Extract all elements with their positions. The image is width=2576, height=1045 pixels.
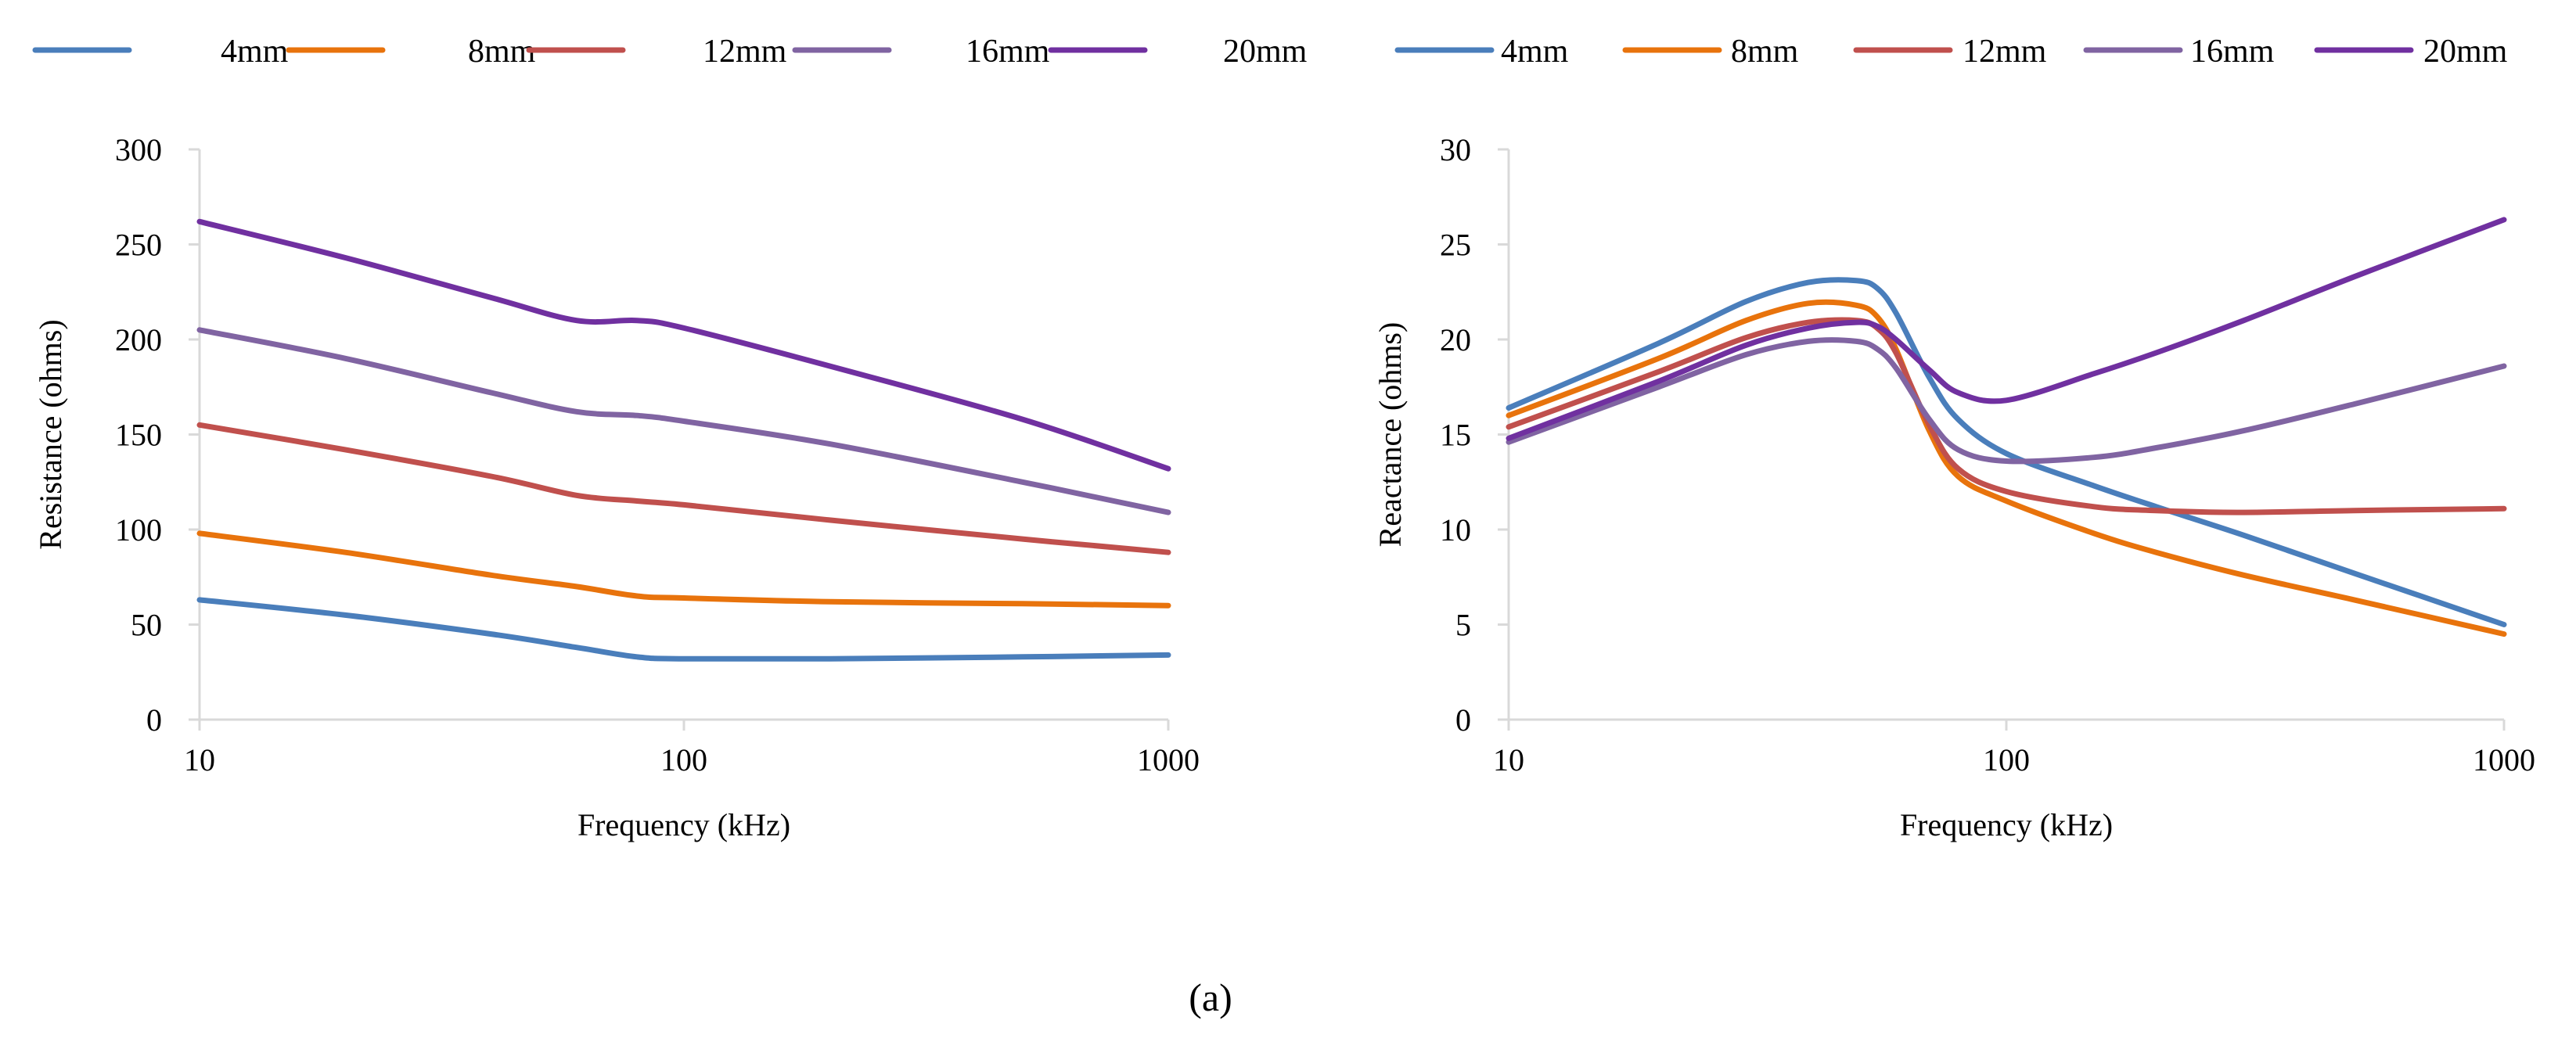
y-tick-label: 10: [1440, 512, 1471, 548]
series-line-12mm: [196, 422, 1171, 555]
y-tick-label: 25: [1440, 228, 1471, 263]
y-axis-title: Reactance (ohms): [1373, 322, 1408, 548]
legend-label-8mm: 8mm: [1731, 34, 1799, 70]
y-tick-label: 100: [115, 512, 162, 548]
series-line-20mm: [1506, 217, 2507, 441]
x-axis-title: Frequency (kHz): [577, 807, 790, 842]
resistance-chart: 0 50 100 150 200 250 300 10 100 1000 Frequency (kH…: [32, 34, 1308, 842]
legend-label-16mm: 16mm: [2190, 34, 2275, 70]
y-tick-label: 0: [1455, 702, 1471, 738]
legend-label-4mm: 4mm: [221, 34, 289, 70]
x-tick-label: 10: [1493, 742, 1524, 777]
y-tick-label: 20: [1440, 322, 1471, 357]
x-tick-label: 1000: [1137, 742, 1200, 777]
x-axis-title: Frequency (kHz): [1900, 807, 2113, 842]
y-tick-label: 200: [115, 322, 162, 357]
y-tick-label: 5: [1455, 608, 1471, 643]
legend-label-20mm: 20mm: [1223, 34, 1308, 70]
legend-label-20mm: 20mm: [2423, 34, 2508, 70]
y-tick-label: 15: [1440, 418, 1471, 453]
legend-label-12mm: 12mm: [1963, 34, 2047, 70]
y-tick-label: 250: [115, 228, 162, 263]
legend-label-8mm: 8mm: [468, 34, 536, 70]
series-line-16mm: [1506, 337, 2507, 465]
y-tick-label: 50: [131, 608, 162, 643]
x-tick-label: 100: [660, 742, 707, 777]
x-tick-label: 100: [1983, 742, 2030, 777]
series-line-12mm: [1506, 317, 2507, 515]
y-tick-label: 30: [1440, 132, 1471, 167]
series-line-4mm: [1506, 277, 2507, 627]
x-tick-label: 10: [184, 742, 215, 777]
y-tick-label: 0: [146, 702, 162, 738]
series-line-20mm: [196, 218, 1171, 472]
legend-label-16mm: 16mm: [966, 34, 1050, 70]
series-line-16mm: [196, 327, 1171, 515]
y-axis-title: Resistance (ohms): [33, 319, 68, 549]
legend-label-12mm: 12mm: [703, 34, 787, 70]
legend-label-4mm: 4mm: [1501, 34, 1569, 70]
y-tick-label: 150: [115, 418, 162, 453]
reactance-chart: 0 5 10 15 20 25 30 10 100 1000 Frequency (kHz) Reac…: [1373, 34, 2535, 842]
series-line-8mm: [1506, 299, 2507, 637]
x-tick-label: 1000: [2473, 742, 2535, 777]
figure-caption: (a): [1189, 975, 1232, 1019]
series-line-8mm: [196, 530, 1171, 609]
series-line-4mm: [196, 597, 1171, 662]
y-tick-label: 300: [115, 132, 162, 167]
